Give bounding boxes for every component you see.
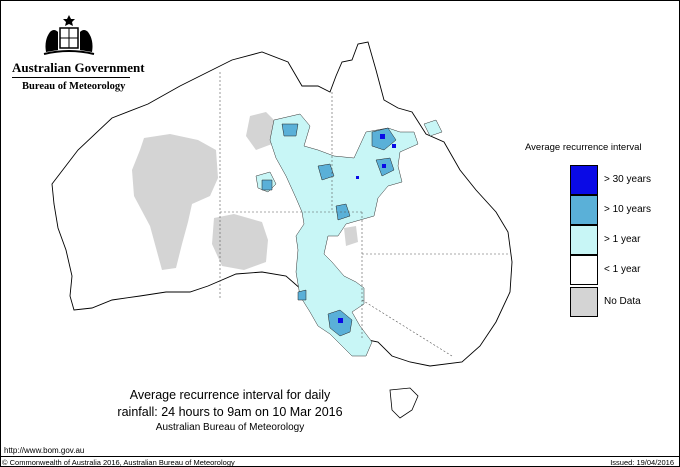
legend-label: > 30 years	[604, 174, 651, 185]
legend-swatch	[570, 287, 598, 317]
legend-label: No Data	[604, 296, 641, 307]
state-borders	[219, 72, 510, 357]
website-link[interactable]: http://www.bom.gov.au	[4, 446, 85, 455]
australia-mainland	[51, 41, 513, 367]
copyright-notice: © Commonwealth of Australia 2016, Austra…	[2, 458, 235, 467]
coat-of-arms-icon	[43, 15, 95, 55]
ari-30-year-regions	[338, 134, 396, 323]
legend-label: > 10 years	[604, 204, 651, 215]
map-source: Australian Bureau of Meteorology	[155, 422, 305, 433]
bureau-name: Bureau of Meteorology	[22, 81, 126, 92]
legend-swatch	[570, 225, 598, 255]
government-name: Australian Government	[12, 60, 145, 75]
map-title: Average recurrence interval for daily	[129, 388, 331, 402]
legend-swatch	[570, 255, 598, 285]
legend-label: > 1 year	[604, 234, 641, 245]
tasmania	[389, 387, 419, 419]
legend-swatch	[570, 165, 598, 195]
footer-divider	[0, 456, 680, 457]
header-divider	[12, 77, 130, 78]
legend-swatch	[570, 195, 598, 225]
issued-date: Issued: 19/04/2016	[610, 458, 674, 467]
map-subtitle: rainfall: 24 hours to 9am on 10 Mar 2016	[117, 405, 343, 419]
legend-title: Average recurrence interval	[525, 142, 642, 153]
legend-label: < 1 year	[604, 264, 641, 275]
